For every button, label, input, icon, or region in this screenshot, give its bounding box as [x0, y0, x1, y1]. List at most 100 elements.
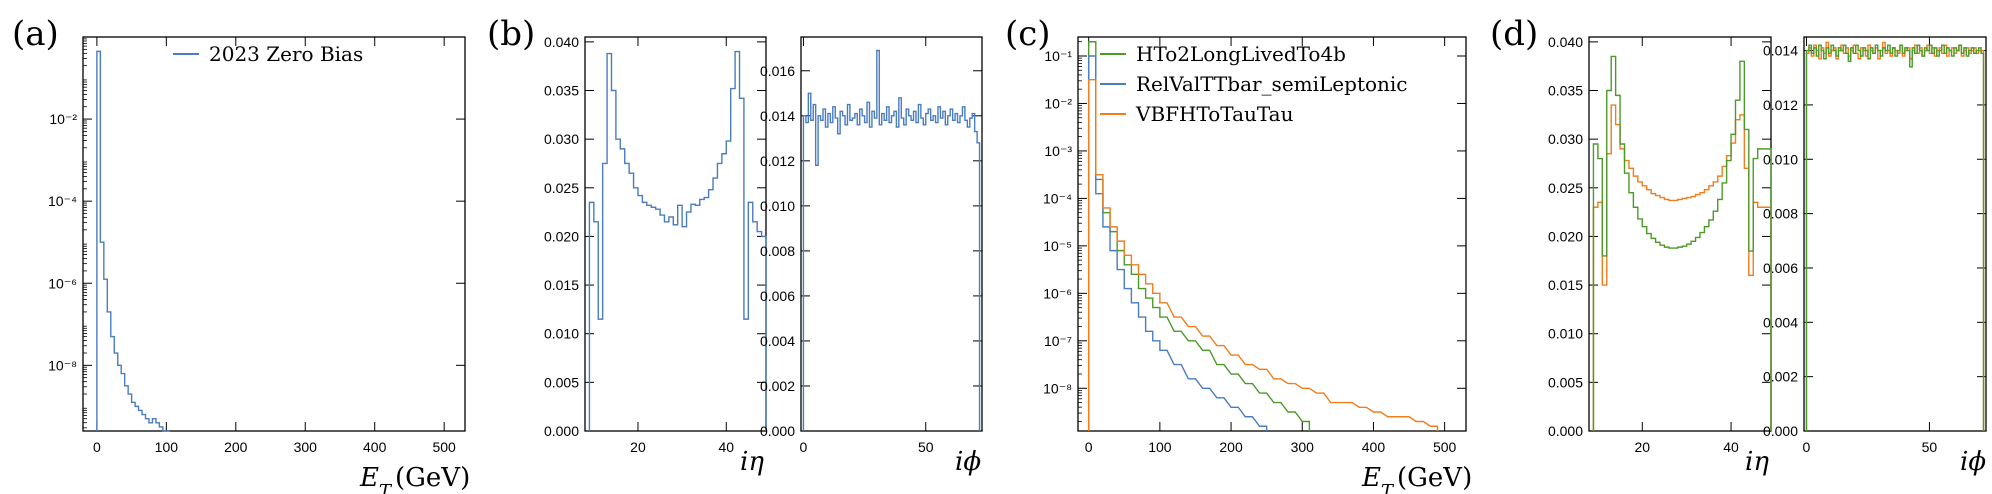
y-tick-label: 10⁻⁸ — [1043, 380, 1072, 396]
y-tick-label: 10⁻⁴ — [1043, 190, 1072, 206]
x-tick-label: 0 — [1803, 439, 1811, 455]
legend-label: HTo2LongLivedTo4b — [1136, 42, 1346, 66]
y-tick-label: 0.005 — [1548, 374, 1583, 390]
panel-label: (d) — [1490, 14, 1538, 54]
series-line-c-2 — [1087, 79, 1439, 431]
y-tick-label: 10⁻⁸ — [48, 357, 77, 373]
y-tick-label: 0.006 — [1763, 260, 1798, 276]
axes-frame — [1077, 36, 1467, 432]
x-axis-label: iη — [740, 447, 764, 477]
x-tick-label: 0 — [800, 439, 808, 455]
x-tick-label: 20 — [1634, 439, 1650, 455]
y-tick-label: 10⁻⁶ — [1043, 285, 1072, 301]
y-tick-label: 0.025 — [1548, 180, 1583, 196]
y-tick-label: 10⁻⁷ — [1044, 333, 1072, 349]
y-tick-label: 0.008 — [760, 243, 795, 259]
axes-frame — [82, 36, 466, 432]
series-line-d2-1 — [1805, 44, 1985, 431]
y-tick-label: 0.002 — [760, 378, 795, 394]
panel-label: (c) — [1005, 14, 1051, 54]
y-tick-label: 0.040 — [1548, 34, 1583, 50]
y-tick-label: 10⁻² — [1044, 95, 1072, 111]
y-tick-label: 0.035 — [1548, 83, 1583, 99]
x-tick-label: 300 — [294, 439, 318, 455]
y-tick-label: 0.010 — [1763, 151, 1798, 167]
y-tick-label: 0.002 — [1763, 369, 1798, 385]
y-tick-label: 0.015 — [1548, 277, 1583, 293]
legend-label: RelValTTbar_semiLeptonic — [1136, 72, 1408, 96]
series-line-c-0 — [1087, 41, 1311, 431]
y-tick-label: 0.010 — [544, 326, 579, 342]
y-tick-label: 0.030 — [1548, 131, 1583, 147]
x-tick-label: 500 — [1433, 439, 1457, 455]
y-tick-label: 0.010 — [760, 198, 795, 214]
y-tick-label: 10⁻⁴ — [48, 193, 77, 209]
y-tick-label: 0.004 — [1763, 314, 1798, 330]
x-tick-label: 0 — [1085, 439, 1093, 455]
y-tick-label: 0.014 — [760, 108, 795, 124]
x-tick-label: 300 — [1291, 439, 1315, 455]
series-line-a-0 — [96, 50, 170, 432]
x-axis-label: ET (GeV) — [1361, 463, 1472, 494]
x-tick-label: 200 — [1219, 439, 1243, 455]
x-axis-label: iϕ — [955, 447, 981, 477]
chart-panel-d1: 20 40 0.000 0.005 0.010 0.015 0.020 0.025 0.030 0… — [1548, 34, 1772, 477]
y-tick-label: 0.040 — [544, 34, 579, 50]
y-tick-label: 0.005 — [544, 374, 579, 390]
legend-label: 2023 Zero Bias — [209, 42, 363, 66]
y-tick-label: 10⁻² — [49, 111, 77, 127]
x-tick-label: 500 — [432, 439, 456, 455]
axes-frame — [1803, 36, 1987, 432]
axes-frame — [584, 36, 767, 432]
x-tick-label: 200 — [224, 439, 248, 455]
x-axis-label: iϕ — [1960, 447, 1986, 477]
y-tick-label: 0.010 — [1548, 326, 1583, 342]
series-line-d2-0 — [1805, 41, 1985, 431]
y-tick-label: 0.008 — [1763, 206, 1798, 222]
y-tick-label: 0.014 — [1763, 43, 1798, 59]
chart-panel-a: 0 100 200 300 400 500 10⁻² 10⁻⁴ 10⁻⁶ 10⁻⁸ 2023 Zer… — [48, 36, 470, 494]
panel-label: (b) — [487, 14, 535, 54]
series-line-d1-1 — [1592, 55, 1772, 431]
x-tick-label: 100 — [1148, 439, 1172, 455]
x-tick-label: 20 — [630, 439, 646, 455]
series-line-c-1 — [1087, 55, 1268, 431]
x-axis-label: iη — [1745, 447, 1769, 477]
x-tick-label: 50 — [918, 439, 934, 455]
y-tick-label: 0.000 — [760, 423, 795, 439]
y-tick-label: 0.006 — [760, 288, 795, 304]
y-tick-label: 0.020 — [544, 228, 579, 244]
y-tick-label: 10⁻⁶ — [48, 275, 77, 291]
y-tick-label: 0.025 — [544, 180, 579, 196]
chart-panel-b2: 0 50 0.000 0.002 0.004 0.006 0.008 0.010 0.012 0.… — [760, 36, 983, 477]
y-tick-label: 0.000 — [1763, 423, 1798, 439]
y-tick-label: 0.000 — [1548, 423, 1583, 439]
x-tick-label: 0 — [93, 439, 101, 455]
y-tick-label: 0.012 — [1763, 97, 1798, 113]
x-tick-label: 100 — [155, 439, 179, 455]
y-tick-label: 10⁻⁵ — [1043, 238, 1072, 254]
panel-label: (a) — [12, 14, 59, 54]
x-tick-label: 400 — [363, 439, 387, 455]
y-tick-label: 0.035 — [544, 83, 579, 99]
series-line-b1-0 — [588, 50, 767, 431]
x-tick-label: 400 — [1362, 439, 1386, 455]
y-tick-label: 0.030 — [544, 131, 579, 147]
chart-panel-d2: 0 50 0.000 0.002 0.004 0.006 0.008 0.010 0.012 0.… — [1763, 36, 1987, 477]
legend-label: VBFHToTauTau — [1135, 102, 1294, 126]
chart-panel-c: 0 100 200 300 400 500 10⁻¹ 10⁻² 10⁻³ 10⁻⁴ 10⁻⁵ 10⁻⁶… — [1043, 36, 1472, 494]
y-tick-label: 10⁻³ — [1044, 143, 1072, 159]
y-tick-label: 0.012 — [760, 153, 795, 169]
x-axis-label: ET (GeV) — [359, 463, 470, 494]
y-tick-label: 10⁻¹ — [1044, 48, 1072, 64]
y-tick-label: 0.020 — [1548, 228, 1583, 244]
axes-frame — [800, 36, 983, 432]
y-tick-label: 0.004 — [760, 333, 795, 349]
chart-panel-b1: 20 40 0.000 0.005 0.010 0.015 0.020 0.025 0.030 0… — [544, 34, 767, 477]
series-line-b2-0 — [802, 49, 981, 431]
y-tick-label: 0.015 — [544, 277, 579, 293]
y-tick-label: 0.016 — [760, 63, 795, 79]
x-tick-label: 40 — [1723, 439, 1739, 455]
series-line-d1-0 — [1592, 104, 1772, 431]
